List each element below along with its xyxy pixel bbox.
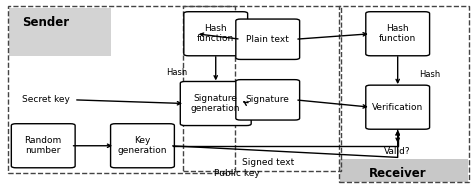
Text: Signature
generation: Signature generation [191,94,240,113]
Text: Public key: Public key [214,169,260,178]
FancyBboxPatch shape [236,19,300,59]
FancyBboxPatch shape [236,80,300,120]
Text: Verification: Verification [372,103,423,112]
Text: Hash: Hash [419,70,440,79]
Text: Key
generation: Key generation [118,136,167,155]
FancyBboxPatch shape [366,85,429,129]
Text: Secret key: Secret key [22,95,70,104]
FancyBboxPatch shape [180,81,251,126]
FancyBboxPatch shape [184,12,247,56]
Text: Receiver: Receiver [369,167,427,180]
Text: Plain text: Plain text [246,35,289,44]
Text: Hash
function: Hash function [197,24,234,43]
FancyBboxPatch shape [11,124,75,168]
Text: Random
number: Random number [25,136,62,155]
Bar [8,6,235,173]
Text: Signed text: Signed text [242,158,294,167]
Bar [182,6,341,171]
Bar [340,159,468,182]
Text: Hash
function: Hash function [379,24,416,43]
Bar [338,6,469,182]
Text: Valid?: Valid? [384,147,411,156]
Text: Signature: Signature [246,95,290,104]
FancyBboxPatch shape [110,124,174,168]
FancyBboxPatch shape [366,12,429,56]
Text: Sender: Sender [22,16,69,29]
Text: Hash: Hash [166,68,187,77]
Bar [9,8,111,56]
